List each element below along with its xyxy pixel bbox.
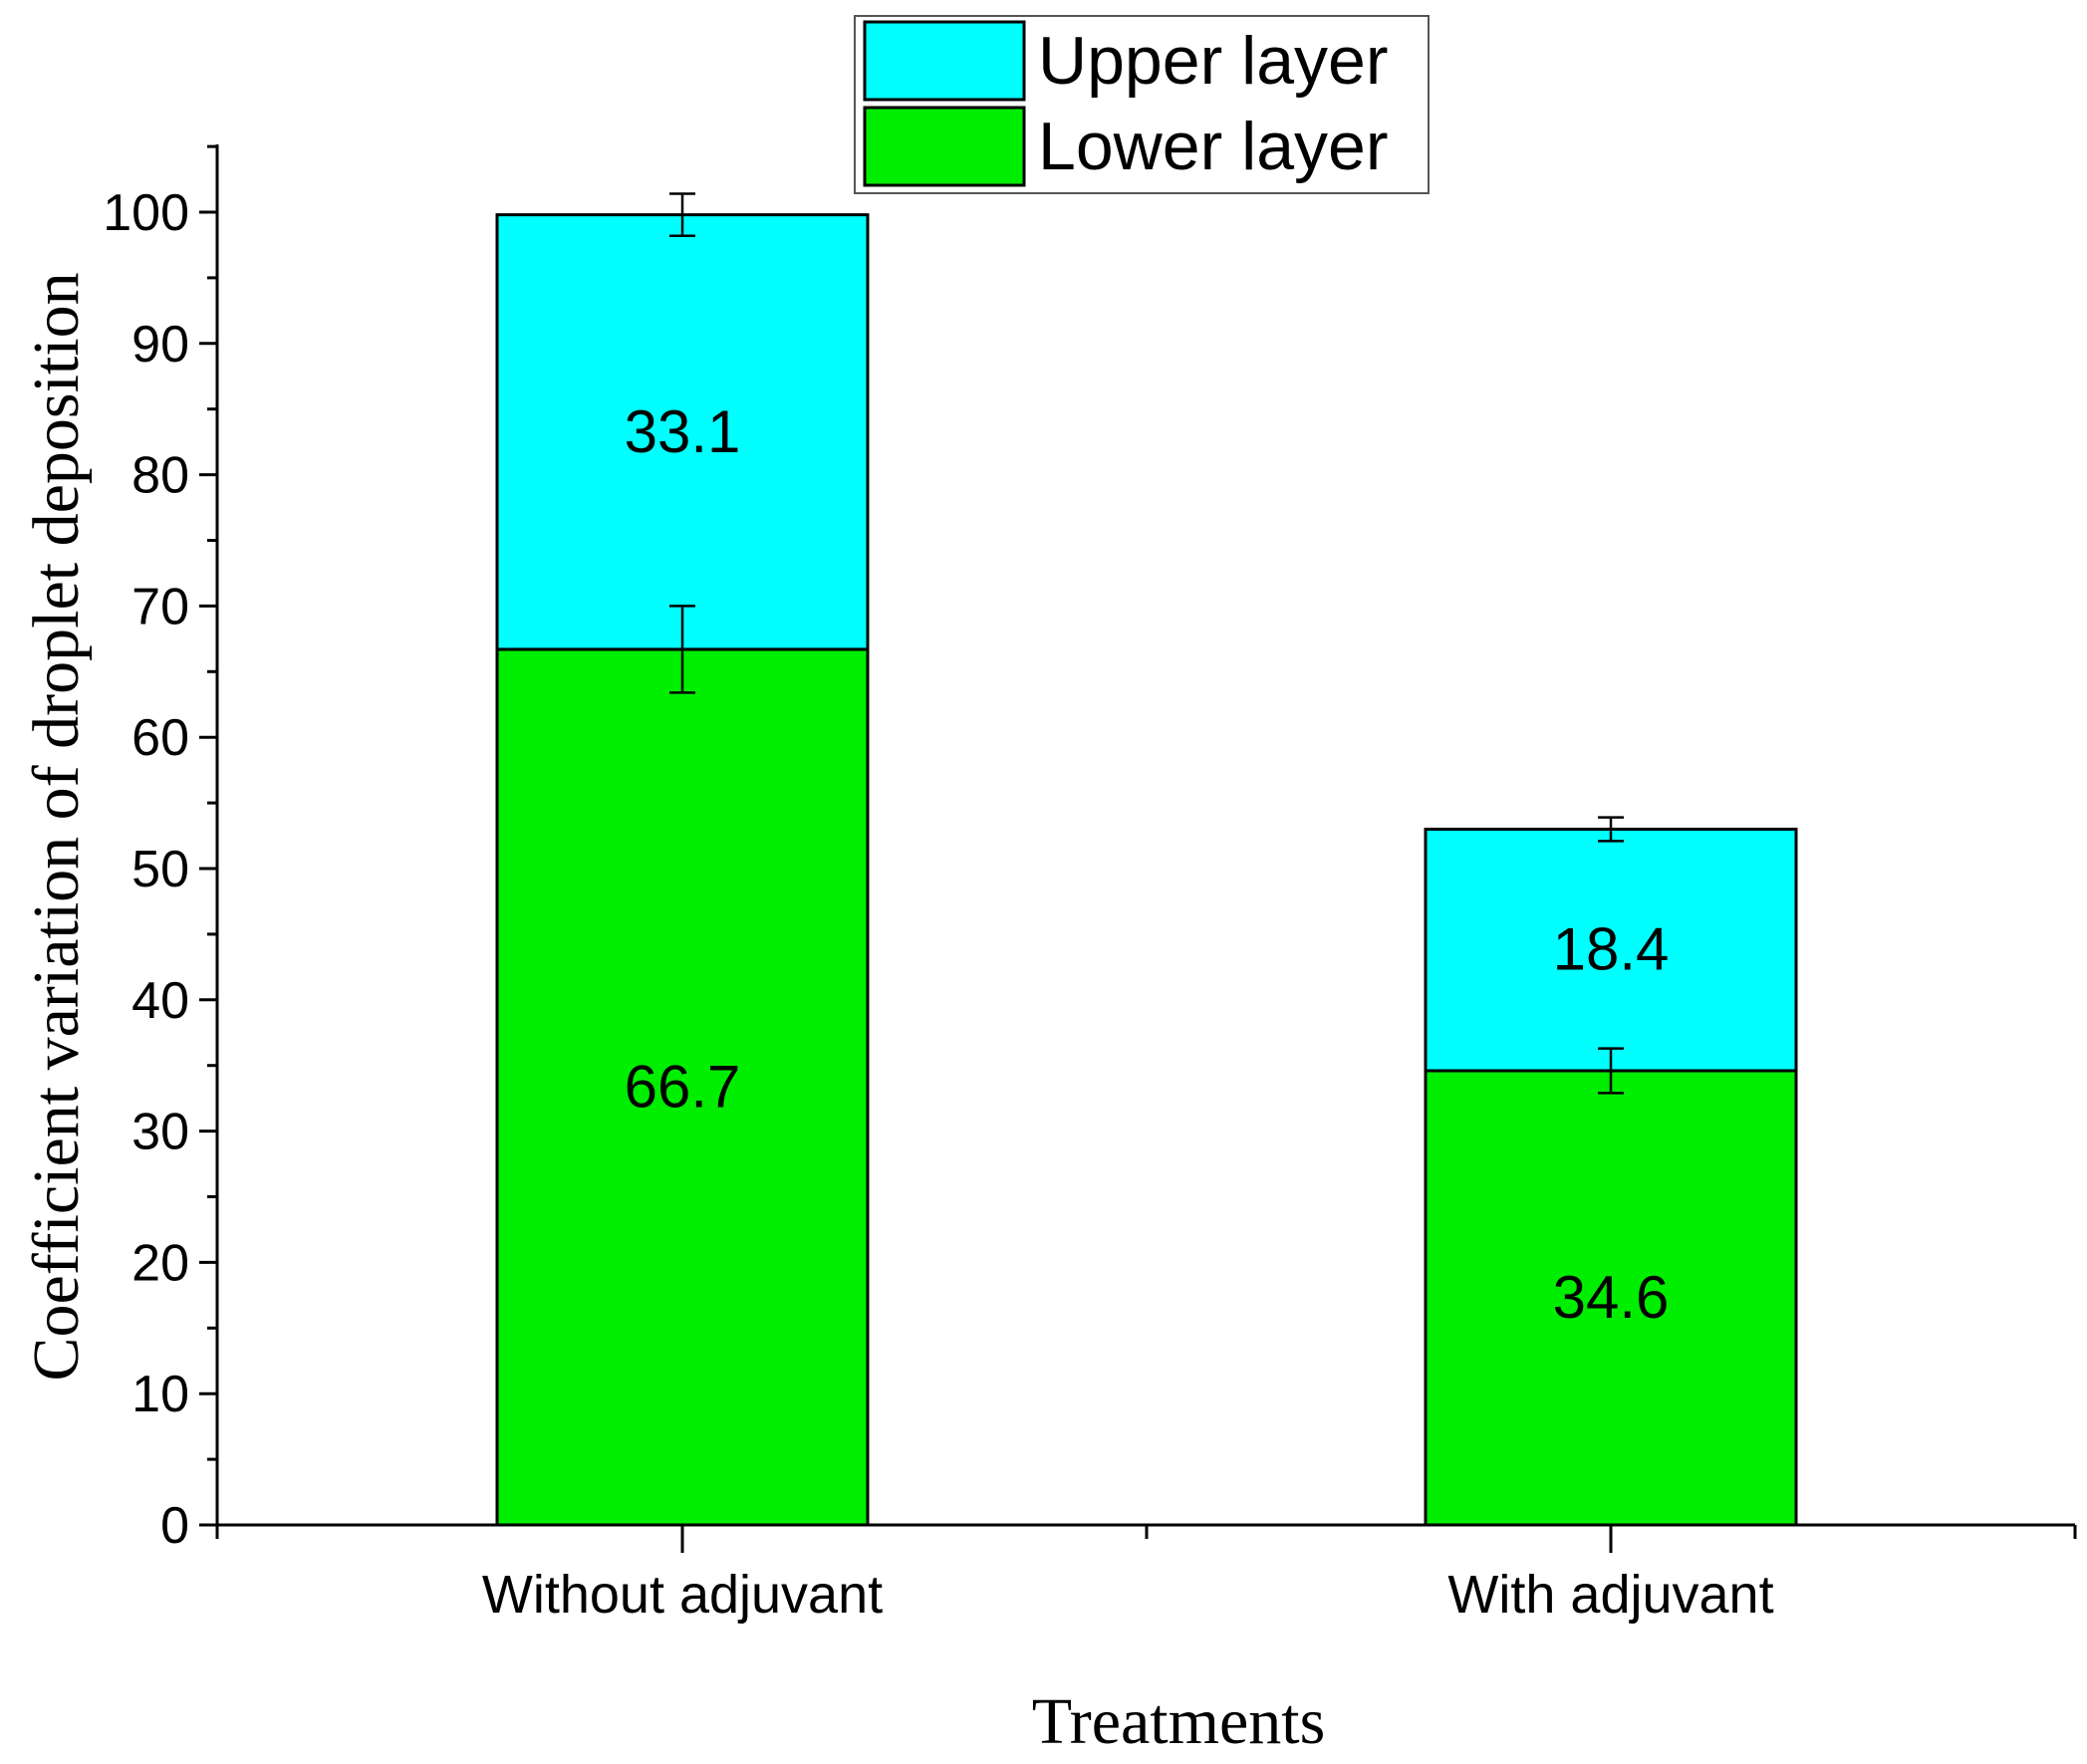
legend: Upper layer Lower layer bbox=[854, 15, 1430, 194]
x-tick-label-1: With adjuvant bbox=[1447, 1565, 1773, 1625]
y-tick-label-70: 70 bbox=[131, 578, 189, 635]
y-tick-label-40: 40 bbox=[131, 972, 189, 1030]
data-label-lower-layer-0: 66.7 bbox=[625, 1053, 741, 1120]
legend-label-lower-layer: Lower layer bbox=[1038, 109, 1389, 184]
error-bars-group bbox=[669, 192, 1624, 1095]
data-label-upper-layer-0: 33.1 bbox=[625, 398, 741, 465]
bar-lower-layer-1 bbox=[1424, 1069, 1798, 1527]
y-tick-label-60: 60 bbox=[131, 709, 189, 767]
y-tick-label-0: 0 bbox=[160, 1497, 189, 1555]
legend-label-upper-layer: Upper layer bbox=[1038, 23, 1389, 99]
y-tick-label-30: 30 bbox=[131, 1104, 189, 1161]
y-tick-label-100: 100 bbox=[103, 184, 189, 242]
bar-lower-layer-0 bbox=[495, 647, 870, 1527]
data-label-lower-layer-1: 34.6 bbox=[1553, 1264, 1670, 1331]
data-label-upper-layer-1: 18.4 bbox=[1553, 916, 1670, 983]
y-tick-label-20: 20 bbox=[131, 1234, 189, 1292]
bar-upper-layer-1 bbox=[1424, 827, 1798, 1073]
y-tick-label-90: 90 bbox=[131, 316, 189, 374]
y-tick-label-50: 50 bbox=[131, 841, 189, 898]
bar-labels-group: 66.7 34.6 33.1 18.4 bbox=[625, 398, 1670, 1331]
axes-group: 0 10 20 30 40 50 60 70 80 90 100 Without adjuvant Wi… bbox=[103, 144, 2077, 1625]
y-tick-label-80: 80 bbox=[131, 447, 189, 505]
legend-swatch-upper-layer bbox=[863, 20, 1026, 102]
x-tick-label-0: Without adjuvant bbox=[482, 1565, 883, 1625]
x-axis-title: Treatments bbox=[1032, 1685, 1326, 1758]
legend-swatch-lower-layer bbox=[863, 106, 1026, 187]
y-axis-title: Coefficient variation of droplet deposit… bbox=[20, 272, 93, 1381]
y-tick-label-10: 10 bbox=[131, 1366, 189, 1423]
